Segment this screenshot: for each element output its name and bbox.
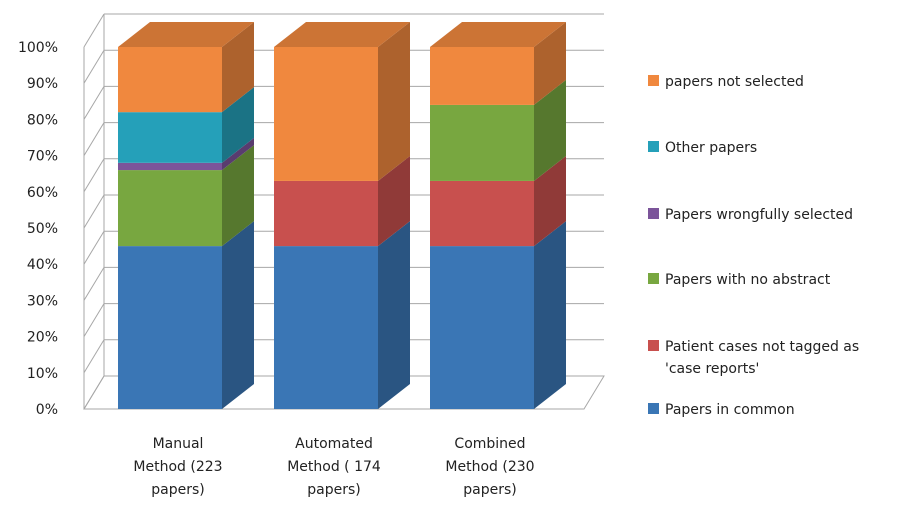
y-tick-label: 50% [27,221,58,237]
legend-swatch [648,141,659,152]
legend-item: Patient cases not tagged as 'case reports… [648,339,859,377]
bar-top [118,22,254,47]
legend-item: Papers with no abstract [648,272,831,288]
y-tick-label: 30% [27,293,58,309]
bar-segment [430,180,534,247]
legend-item: Papers wrongfully selected [648,207,853,223]
bar-top [274,22,410,47]
x-category-label: Method ( 174 [287,459,381,475]
x-category-label: papers) [151,482,204,498]
bar-segment-side [222,137,254,171]
bar-segment-side [534,79,566,181]
y-tick-label: 40% [27,257,58,273]
y-tick-label: 0% [36,402,58,418]
side-gridline [83,339,105,374]
bar-stack [274,22,410,409]
legend-item: Papers in common [648,402,795,418]
y-tick-label: 100% [18,40,58,56]
side-gridline [83,13,105,48]
legend-label: 'case reports' [665,361,759,377]
bar-stack [430,22,566,409]
bar-segment-side [378,22,410,181]
legend-swatch [648,208,659,219]
legend-label: Papers with no abstract [665,272,831,288]
y-tick-label: 90% [27,76,58,92]
bar-segment [430,47,534,105]
bar-segment [118,170,222,247]
bar-segment [430,246,534,409]
side-gridline [83,267,105,301]
x-axis-categories: Manual Method (223 papers) Automated Method … [133,436,534,498]
bar-segment [274,47,378,181]
bar-segment-side [378,221,410,409]
y-tick-label: 80% [27,112,58,128]
side-gridline [83,158,105,193]
y-tick-label: 60% [27,185,58,201]
bar-segment-side [378,155,410,247]
legend-label: Papers in common [665,402,795,418]
bar-segment-side [534,221,566,409]
bar-segment [118,162,222,171]
x-category-label: Method (223 [133,459,222,475]
legend-label: papers not selected [665,74,804,90]
side-gridline [83,122,105,156]
bar-segment-side [534,155,566,247]
bar-segment [430,104,534,181]
legend-label: Other papers [665,140,757,156]
y-axis-ticks: 0% 10% 20% 30% 40% 50% 60% 70% 80% 90% 100% [18,40,58,418]
bar-stack [118,22,254,409]
y-tick-label: 10% [27,366,58,382]
legend-label: Patient cases not tagged as [665,339,859,355]
bars [118,22,566,409]
y-tick-label: 70% [27,149,58,165]
legend-item: papers not selected [648,74,804,90]
x-category-label: papers) [463,482,516,498]
bar-segment-side [222,22,254,113]
bar-segment-side [222,221,254,409]
legend: papers not selected Other papers Papers wr… [648,74,859,418]
legend-swatch [648,273,659,284]
legend-swatch [648,403,659,414]
side-gridline [83,49,105,84]
bar-segment [118,112,222,163]
x-category-label: Manual [153,436,204,452]
x-category-label: papers) [307,482,360,498]
legend-item: Other papers [648,140,757,156]
y-tick-label: 20% [27,330,58,346]
bar-segment-side [222,145,254,247]
side-gridline [83,86,105,120]
x-category-label: Combined [454,436,525,452]
side-gridline [83,230,105,265]
bar-segment-side [534,22,566,105]
x-category-label: Method (230 [445,459,534,475]
side-gridline [83,194,105,229]
bar-segment-side [222,87,254,163]
side-gridline [83,375,105,410]
bar-top [430,22,566,47]
legend-swatch [648,75,659,86]
bar-segment [118,246,222,409]
x-category-label: Automated [295,436,373,452]
bar-segment [118,47,222,113]
bar-segment [274,246,378,409]
legend-swatch [648,340,659,351]
bar-segment [274,180,378,247]
legend-label: Papers wrongfully selected [665,207,853,223]
side-gridline [83,303,105,337]
